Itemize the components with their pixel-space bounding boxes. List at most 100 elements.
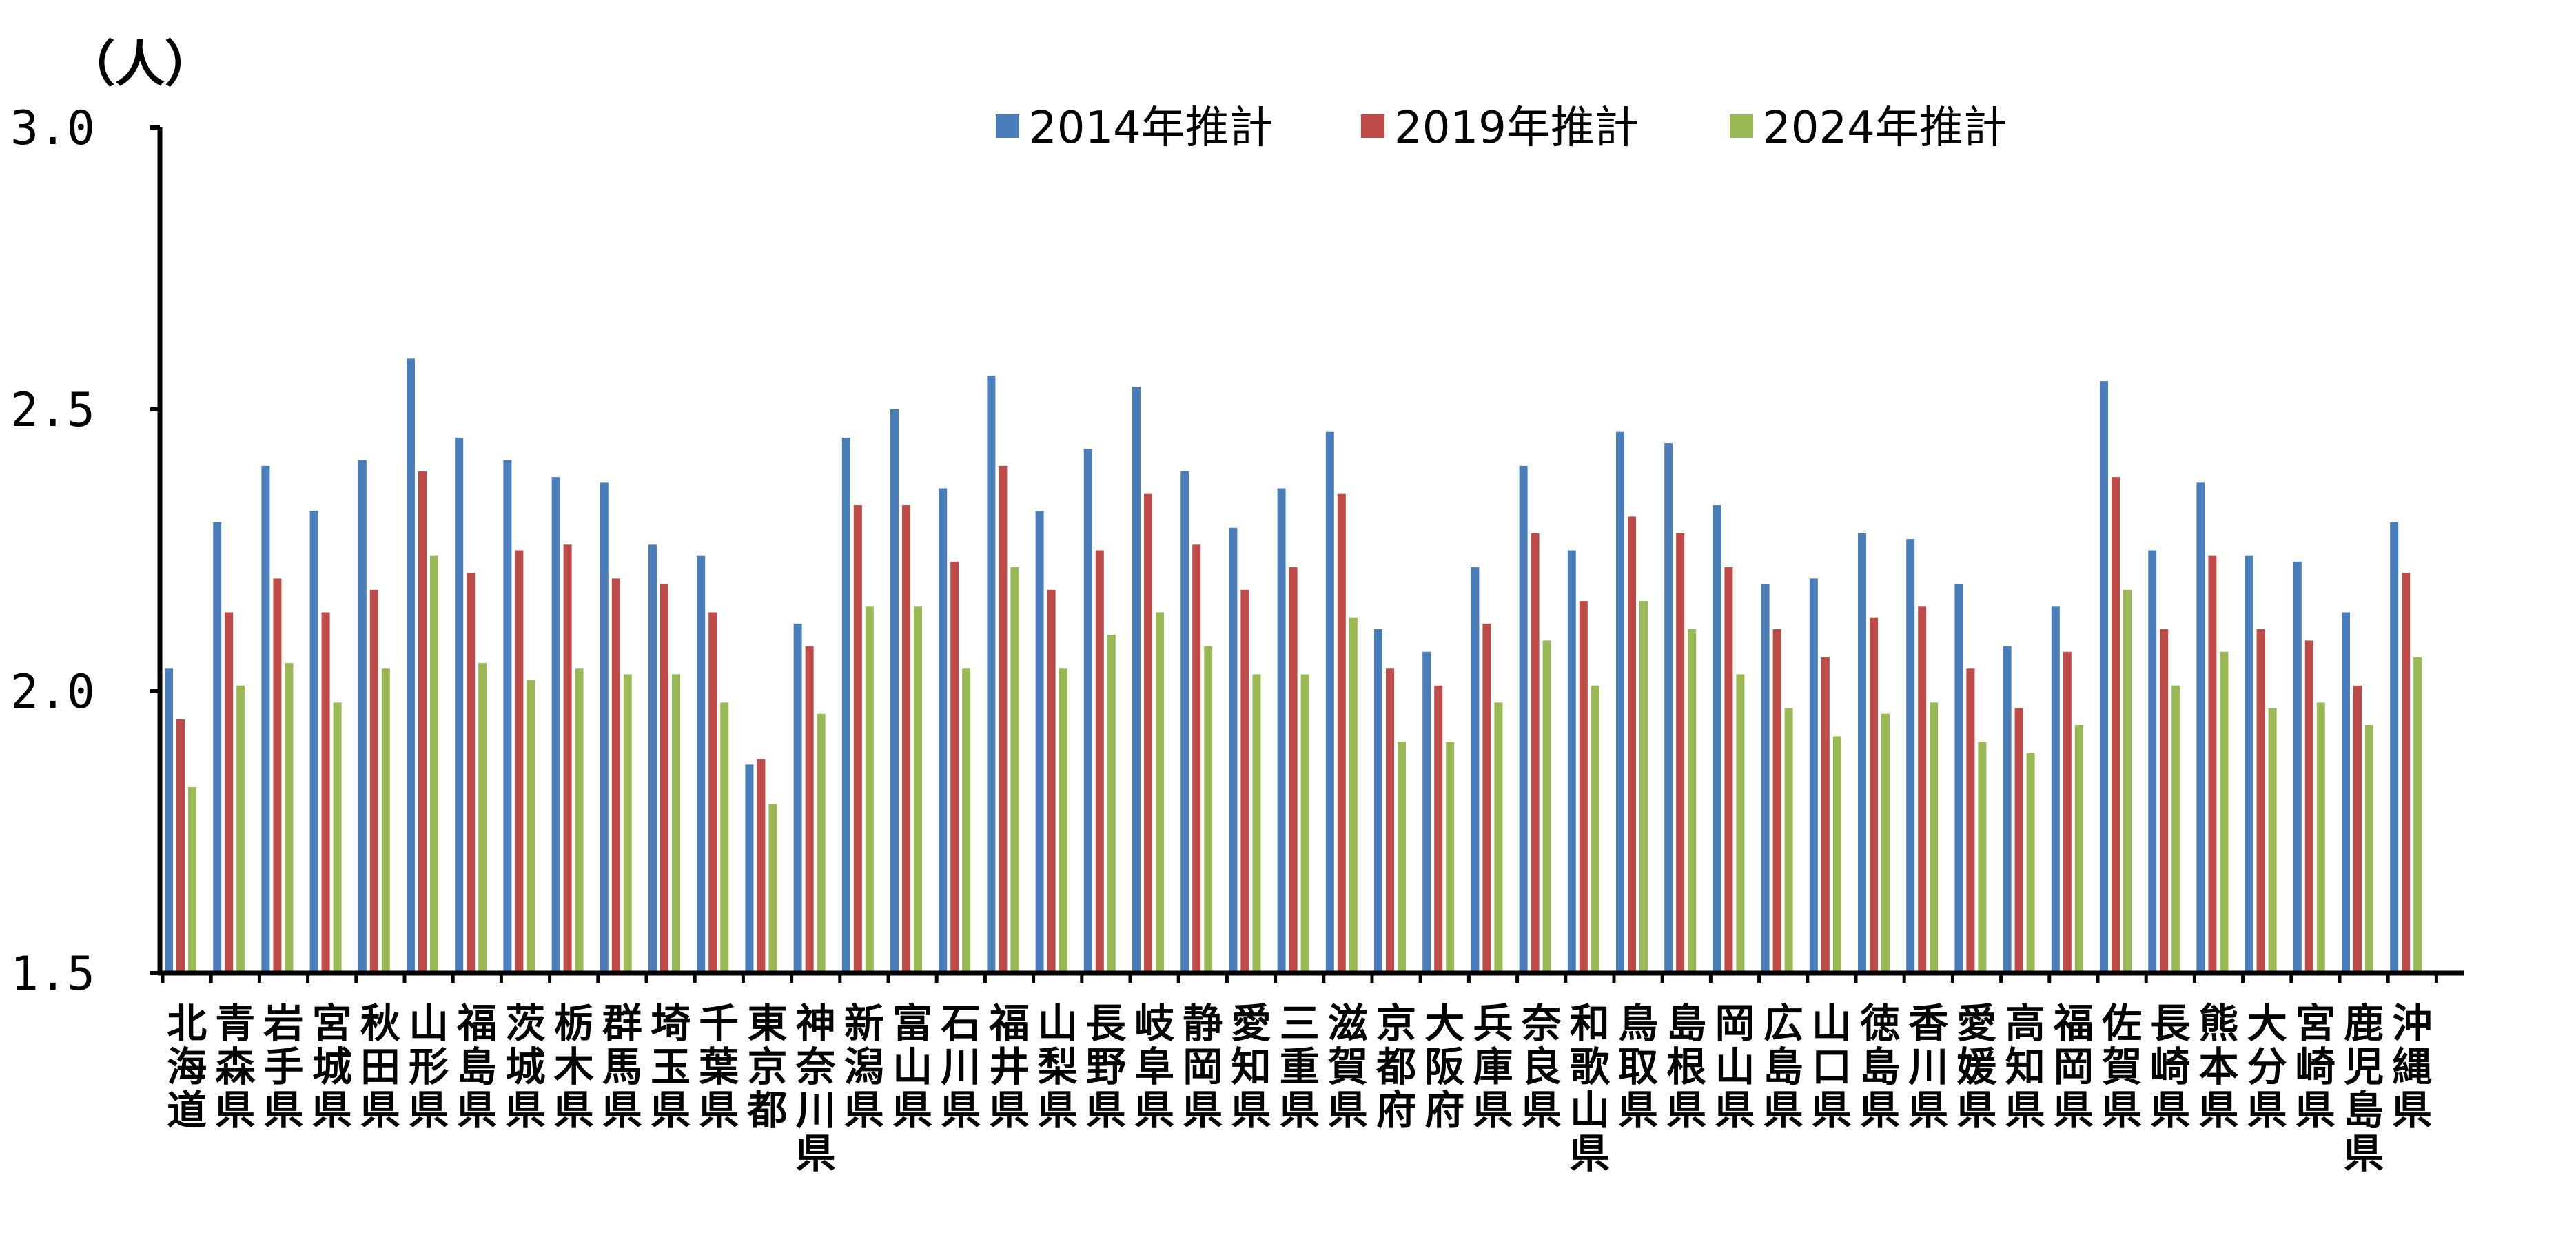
bar-series-3 <box>2026 753 2035 973</box>
category-label: 愛媛県 <box>1956 1000 1997 1134</box>
category-label: 栃木県 <box>554 1000 594 1134</box>
y-unit-label: （人） <box>65 35 214 93</box>
bar-series-1 <box>697 555 706 973</box>
bar-series-3 <box>1978 742 1987 973</box>
category-label: 群馬県 <box>602 1000 642 1134</box>
bar-series-3 <box>2268 708 2277 973</box>
category-label: 滋賀県 <box>1328 1000 1368 1134</box>
bar-series-1 <box>1422 651 1431 973</box>
bar-series-3 <box>285 663 294 973</box>
category-label: 大分県 <box>2247 1000 2287 1134</box>
category-label: 山梨県 <box>1038 1000 1078 1134</box>
bar-series-1 <box>261 465 270 973</box>
category-label: 東京都 <box>746 1000 787 1134</box>
bar-series-2 <box>2402 573 2411 973</box>
bar-series-3 <box>2074 725 2083 973</box>
category-label: 千葉県 <box>698 1000 739 1134</box>
bar-series-1 <box>1083 449 1092 973</box>
bar-series-3 <box>1300 674 1309 973</box>
category-label: 鹿児島県 <box>2344 1000 2384 1177</box>
bar-series-3 <box>1881 713 1890 973</box>
bar-series-2 <box>515 550 524 973</box>
category-label: 徳島県 <box>1859 1000 1900 1134</box>
bar-series-2 <box>708 612 717 973</box>
category-label: 福島県 <box>456 1000 497 1134</box>
legend-swatch <box>996 114 1019 138</box>
bar-series-2 <box>1966 668 1975 973</box>
bar-series-3 <box>575 668 584 973</box>
bar-series-3 <box>1494 702 1503 973</box>
bar-series-2 <box>611 578 620 973</box>
bar-series-1 <box>165 668 173 973</box>
bar-series-2 <box>1821 657 1830 973</box>
bar-series-3 <box>1059 668 1067 973</box>
bar-series-2 <box>805 646 814 973</box>
category-label: 兵庫県 <box>1473 1000 1513 1134</box>
bars <box>165 358 2422 973</box>
category-label: 和歌山県 <box>1570 1000 1611 1177</box>
bar-series-3 <box>865 606 874 973</box>
bar-series-3 <box>672 674 680 973</box>
bar-series-1 <box>1616 431 1624 973</box>
category-label: 山形県 <box>409 1000 449 1134</box>
bar-series-3 <box>817 713 826 973</box>
bar-series-1 <box>745 764 754 973</box>
bar-series-3 <box>188 787 196 973</box>
bar-series-2 <box>2208 555 2217 973</box>
bar-series-3 <box>1736 674 1745 973</box>
bar-series-3 <box>1784 708 1793 973</box>
bar-series-1 <box>2245 555 2253 973</box>
bar-series-1 <box>600 482 609 973</box>
category-label: 沖縄県 <box>2392 1000 2432 1134</box>
bar-series-1 <box>1906 539 1915 973</box>
bar-series-3 <box>1204 646 1213 973</box>
bar-series-1 <box>2390 522 2399 973</box>
bar-series-2 <box>2304 640 2313 973</box>
bar-series-3 <box>2171 685 2180 973</box>
bar-series-1 <box>1567 550 1576 973</box>
bar-series-3 <box>1639 601 1648 973</box>
bar-series-2 <box>1628 516 1636 973</box>
bar-series-1 <box>407 358 415 973</box>
bar-series-2 <box>902 505 910 973</box>
bar-series-3 <box>333 702 342 973</box>
bar-series-3 <box>478 663 487 973</box>
bar-series-1 <box>1229 527 1238 973</box>
category-label: 神奈川県 <box>795 1000 836 1177</box>
bar-series-1 <box>1035 511 1044 973</box>
category-label: 島根県 <box>1666 1000 1706 1134</box>
category-label: 青森県 <box>215 1000 256 1134</box>
bar-series-1 <box>890 409 899 973</box>
legend-label: 2014年推計 <box>1029 103 1274 154</box>
category-label: 富山県 <box>892 1000 932 1134</box>
legend-label: 2024年推計 <box>1763 103 2007 154</box>
bar-series-3 <box>914 606 922 973</box>
bar-series-2 <box>2256 629 2265 973</box>
bar-series-1 <box>1519 465 1528 973</box>
bar-series-2 <box>1240 589 1249 973</box>
bar-series-1 <box>2003 646 2012 973</box>
legend: 2014年推計 2019年推計 2024年推計 <box>996 103 2007 154</box>
category-label: 石川県 <box>941 1000 981 1134</box>
category-label: 福岡県 <box>2053 1000 2094 1134</box>
category-label: 岩手県 <box>263 1000 303 1134</box>
category-label: 茨城県 <box>505 1000 545 1134</box>
bar-series-2 <box>1337 493 1346 973</box>
bar-series-3 <box>2123 589 2132 973</box>
category-label: 奈良県 <box>1521 1000 1562 1134</box>
category-label: 新潟県 <box>844 1000 884 1134</box>
bar-series-3 <box>2220 651 2229 973</box>
bar-series-1 <box>1471 567 1480 973</box>
bar-series-1 <box>1858 533 1866 973</box>
category-label: 宮城県 <box>312 1000 352 1134</box>
bar-series-2 <box>369 589 378 973</box>
y-tick-label: 3.0 <box>10 101 95 156</box>
bar-series-1 <box>939 488 948 973</box>
legend-swatch <box>1730 114 1753 138</box>
category-label: 埼玉県 <box>651 1000 691 1134</box>
bar-series-1 <box>503 460 512 973</box>
bar-series-3 <box>1446 742 1455 973</box>
bar-series-2 <box>1772 629 1781 973</box>
bar-series-1 <box>1374 629 1382 973</box>
bar-series-2 <box>1870 618 1878 973</box>
